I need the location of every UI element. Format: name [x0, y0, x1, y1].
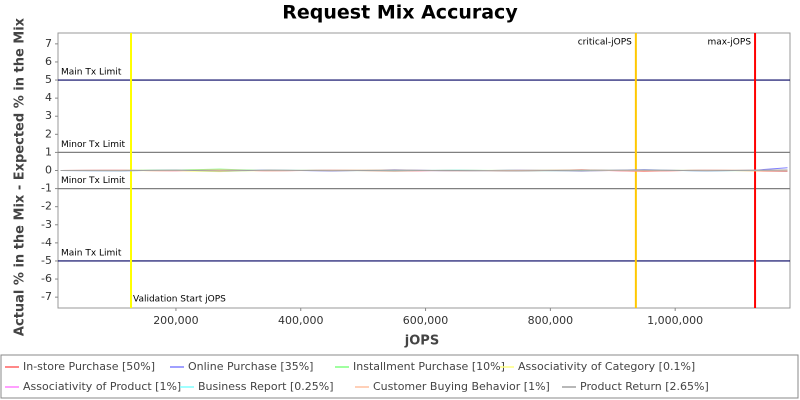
legend-label: Business Report [0.25%] — [198, 380, 334, 393]
y-tick-label: 6 — [45, 55, 52, 68]
x-tick-label: 800,000 — [528, 314, 574, 327]
legend-label: Associativity of Category [0.1%] — [518, 360, 695, 373]
limit-label: Minor Tx Limit — [61, 176, 126, 186]
y-tick-label: 3 — [45, 109, 52, 122]
legend-box — [0, 354, 799, 399]
chart-title: Request Mix Accuracy — [282, 2, 518, 24]
x-tick-label: 600,000 — [403, 314, 449, 327]
y-tick-label: -6 — [41, 272, 52, 285]
y-axis-label: Actual % in the Mix - Expected % in the … — [13, 17, 28, 336]
y-tick-label: 7 — [45, 37, 52, 50]
legend-label: Associativity of Product [1%] — [23, 380, 181, 393]
series-line — [60, 169, 788, 172]
y-tick-label: -1 — [41, 182, 52, 195]
y-tick-label: 4 — [45, 91, 52, 104]
y-tick-label: 5 — [45, 73, 52, 86]
legend-label: Product Return [2.65%] — [580, 380, 709, 393]
legend-label: Customer Buying Behavior [1%] — [373, 380, 550, 393]
x-axis-label: jOPS — [404, 334, 439, 349]
y-tick-label: 1 — [45, 145, 52, 158]
legend-label: Installment Purchase [10%] — [353, 360, 505, 373]
y-tick-label: 0 — [45, 164, 52, 177]
x-tick-label: 1,000,000 — [647, 314, 703, 327]
y-tick-label: 2 — [45, 127, 52, 140]
limit-label: Minor Tx Limit — [61, 140, 126, 150]
y-tick-label: -3 — [41, 218, 52, 231]
y-tick-label: -4 — [41, 236, 52, 249]
limit-label: Main Tx Limit — [61, 68, 122, 78]
marker-label: Validation Start jOPS — [133, 295, 226, 305]
y-tick-label: -7 — [41, 290, 52, 303]
marker-label: max-jOPS — [707, 38, 751, 48]
limit-label: Main Tx Limit — [61, 248, 122, 258]
y-tick-label: -5 — [41, 254, 52, 267]
y-tick-label: -2 — [41, 200, 52, 213]
x-tick-label: 200,000 — [153, 314, 199, 327]
x-tick-label: 400,000 — [278, 314, 324, 327]
marker-label: critical-jOPS — [578, 38, 632, 48]
legend-label: In-store Purchase [50%] — [23, 360, 155, 373]
legend-label: Online Purchase [35%] — [188, 360, 313, 373]
